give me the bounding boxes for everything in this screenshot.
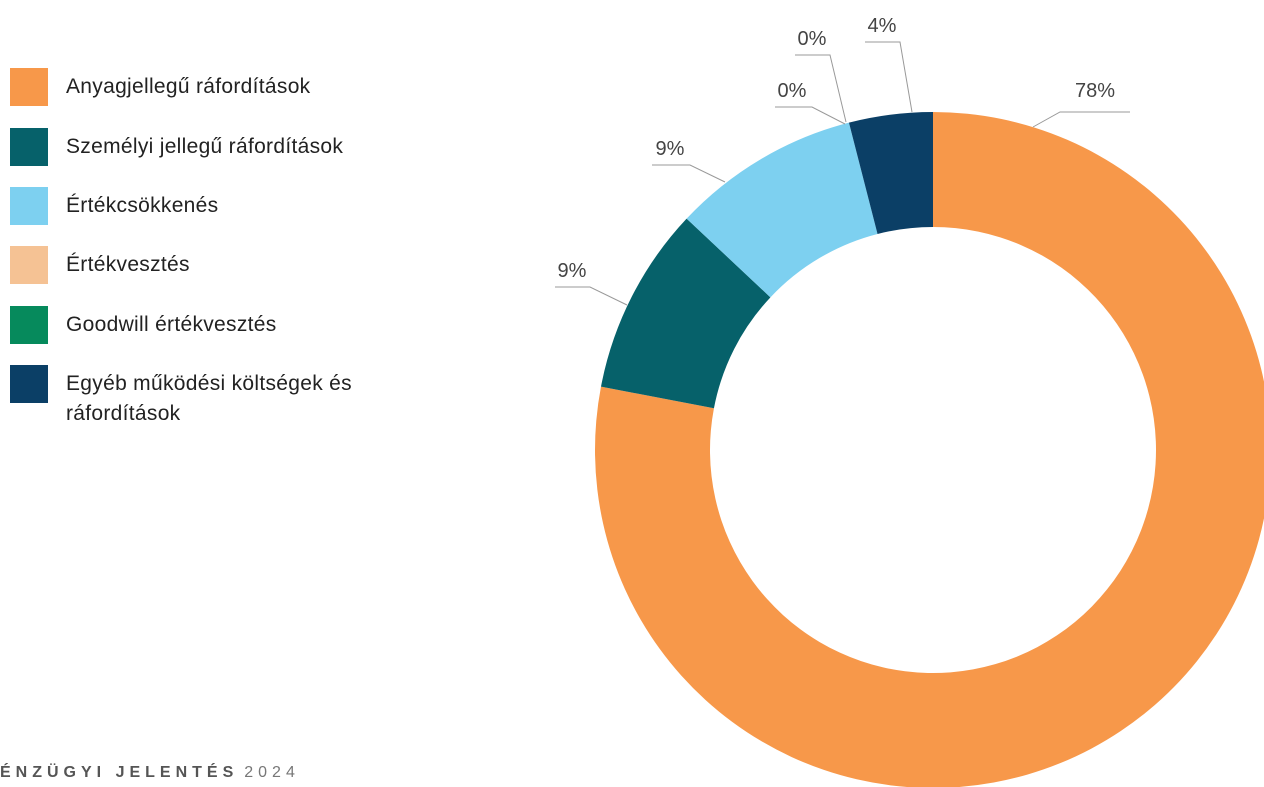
legend-swatch [10, 246, 48, 284]
legend-label: Goodwill értékvesztés [66, 313, 277, 336]
legend-swatch [10, 187, 48, 225]
legend-item: Anyagjellegű ráfordítások [10, 68, 310, 106]
leader-line [652, 164, 726, 183]
leader-line [555, 286, 628, 306]
legend-item: Értékcsökkenés [10, 187, 218, 225]
data-label: 9% [656, 138, 685, 160]
data-label: 4% [868, 15, 897, 37]
footer-title: ÉNZÜGYI JELENTÉS [0, 764, 239, 781]
donut-segment [686, 122, 878, 298]
legend-swatch [10, 365, 48, 403]
footer-year: 2024 [244, 764, 300, 781]
legend-label: Értékvesztés [66, 253, 190, 276]
donut-segment [600, 218, 771, 409]
legend-item: Személyi jellegű ráfordítások [10, 128, 343, 166]
donut-segment [848, 112, 933, 235]
legend-swatch [10, 68, 48, 106]
leader-line [865, 41, 913, 113]
data-label: 78% [1075, 80, 1115, 102]
legend-swatch [10, 128, 48, 166]
leader-line [795, 54, 847, 123]
donut-segment [595, 112, 1264, 787]
legend-label: Anyagjellegű ráfordítások [66, 75, 311, 98]
legend-item: Egyéb működési költségek és ráfordítások [10, 365, 356, 429]
legend-label: Személyi jellegű ráfordítások [66, 135, 344, 158]
legend-label: Értékcsökkenés [66, 194, 219, 217]
leader-line [1032, 111, 1130, 128]
legend-swatch [10, 306, 48, 344]
data-label: 9% [558, 260, 587, 282]
footer: ÉNZÜGYI JELENTÉS 2024 [0, 764, 300, 782]
leader-line [775, 106, 846, 125]
legend-item: Értékvesztés [10, 246, 190, 284]
data-label: 0% [778, 80, 807, 102]
data-label: 0% [798, 28, 827, 50]
legend-label: Egyéb működési költségek és ráfordítások [66, 372, 352, 425]
legend-item: Goodwill értékvesztés [10, 306, 277, 344]
